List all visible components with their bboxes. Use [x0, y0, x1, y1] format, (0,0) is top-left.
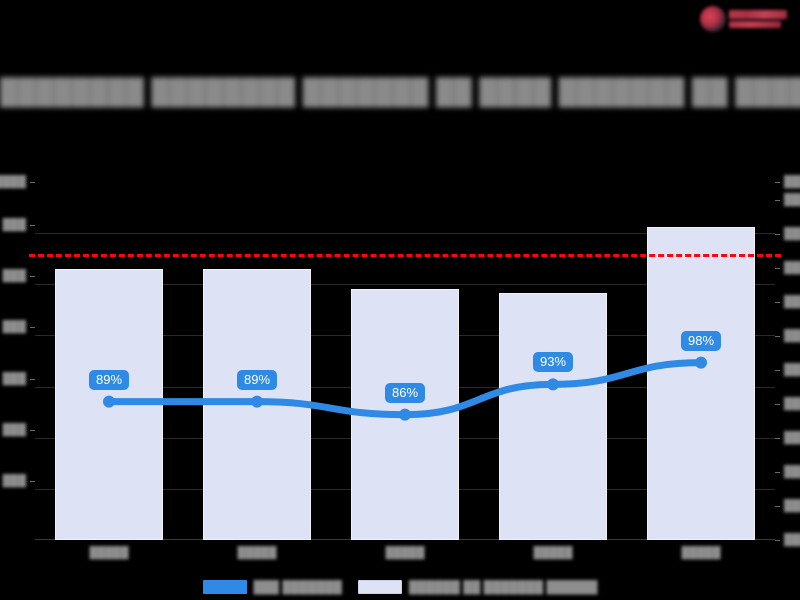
y-axis-right-tick-label: ████: [784, 534, 800, 546]
bar[interactable]: [647, 226, 755, 540]
y-axis-left-tick-label: ███: [2, 474, 26, 487]
y-axis-left-tick: [30, 327, 35, 329]
x-axis-tick-label: █████: [89, 547, 129, 559]
y-axis-left-tick-label: ███: [2, 321, 26, 334]
legend-label-line: ███ ███████: [253, 580, 342, 594]
y-axis-right-tick: [775, 234, 780, 235]
legend-swatch-bar-icon: [357, 580, 402, 594]
y-axis-right-tick-label: ████: [784, 432, 800, 444]
y-axis-right-tick-label: ████: [784, 500, 800, 512]
data-label: 98%: [680, 330, 722, 351]
y-axis-right-tick: [775, 438, 780, 439]
y-axis-right-tick-label: ████: [784, 296, 800, 308]
logo-wordmark-line-2: [729, 21, 781, 28]
x-axis-tick-label: █████: [681, 547, 721, 559]
y-axis-right-tick-label: ████: [784, 330, 800, 342]
data-label: 93%: [532, 352, 574, 373]
chart-title: ████████ ████████ ███████ ██ ████ ██████…: [0, 78, 800, 106]
y-axis-right-tick-label: ████: [784, 176, 800, 188]
gridline: [35, 233, 775, 235]
y-axis-right-tick-label: ████: [784, 398, 800, 410]
logo-wordmark: [729, 10, 787, 28]
y-axis-right-tick: [775, 302, 780, 303]
y-axis-left-tick-label: ███: [2, 423, 26, 436]
y-axis-left-tick-label: ████: [0, 176, 26, 188]
y-axis-left-tick: [30, 182, 35, 183]
y-axis-right-tick-label: ████: [784, 364, 800, 376]
bar[interactable]: [499, 292, 607, 540]
y-axis-left-tick-label: ███: [2, 270, 26, 283]
y-axis-left-tick: [30, 225, 35, 227]
y-axis-left-tick: [30, 429, 35, 431]
y-axis-right-tick: [775, 404, 780, 405]
y-axis-left-tick-label: ███: [2, 372, 26, 385]
x-axis-tick-label: █████: [533, 547, 573, 559]
y-axis-right-tick: [775, 370, 780, 371]
data-label: 89%: [236, 369, 278, 390]
data-label: 89%: [88, 369, 130, 390]
y-axis-right-tick-label: ████: [784, 228, 800, 240]
y-axis-right-tick: [775, 472, 780, 473]
logo-mark-icon: [700, 6, 726, 32]
bar[interactable]: [203, 268, 311, 540]
bar[interactable]: [351, 289, 459, 540]
y-axis-left-tick-label: ███: [2, 219, 26, 232]
company-logo: [700, 4, 792, 34]
y-axis-right-tick-label: ████: [784, 262, 800, 274]
y-axis-right-tick: [775, 506, 780, 507]
y-axis-left-tick: [30, 480, 35, 482]
plot-area: ███ ███ ███ ███ ███ ███ ███ █ █ ██ ██ ██ ██ ██ ██ ██ ██…: [0, 176, 800, 559]
x-axis-tick-label: █████: [385, 547, 425, 559]
legend-item-bar[interactable]: ██████ ██ ███████ ██████: [357, 580, 598, 594]
bar[interactable]: [55, 268, 163, 540]
legend-swatch-line-icon: [202, 580, 247, 594]
y-axis-right-tick: [775, 336, 780, 337]
y-axis-right-tick: [775, 540, 780, 541]
y-axis-left-tick: [30, 378, 35, 380]
y-axis-left-tick: [30, 276, 35, 278]
data-label: 86%: [384, 382, 426, 403]
y-axis-right-tick-label: ████: [784, 194, 800, 206]
logo-wordmark-line-1: [729, 10, 787, 19]
y-axis-right-tick-label: ████: [784, 466, 800, 478]
legend-label-bar: ██████ ██ ███████ ██████: [408, 580, 598, 594]
y-axis-right-tick: [775, 200, 780, 201]
y-axis-right-tick: [775, 182, 780, 183]
chart-legend: ███ ███████ ██████ ██ ███████ ██████: [0, 580, 800, 594]
x-axis-tick-label: █████: [237, 547, 277, 559]
legend-item-line[interactable]: ███ ███████: [202, 580, 342, 594]
gridline: [35, 284, 775, 286]
target-line: [29, 253, 781, 257]
y-axis-right-tick: [775, 268, 780, 269]
